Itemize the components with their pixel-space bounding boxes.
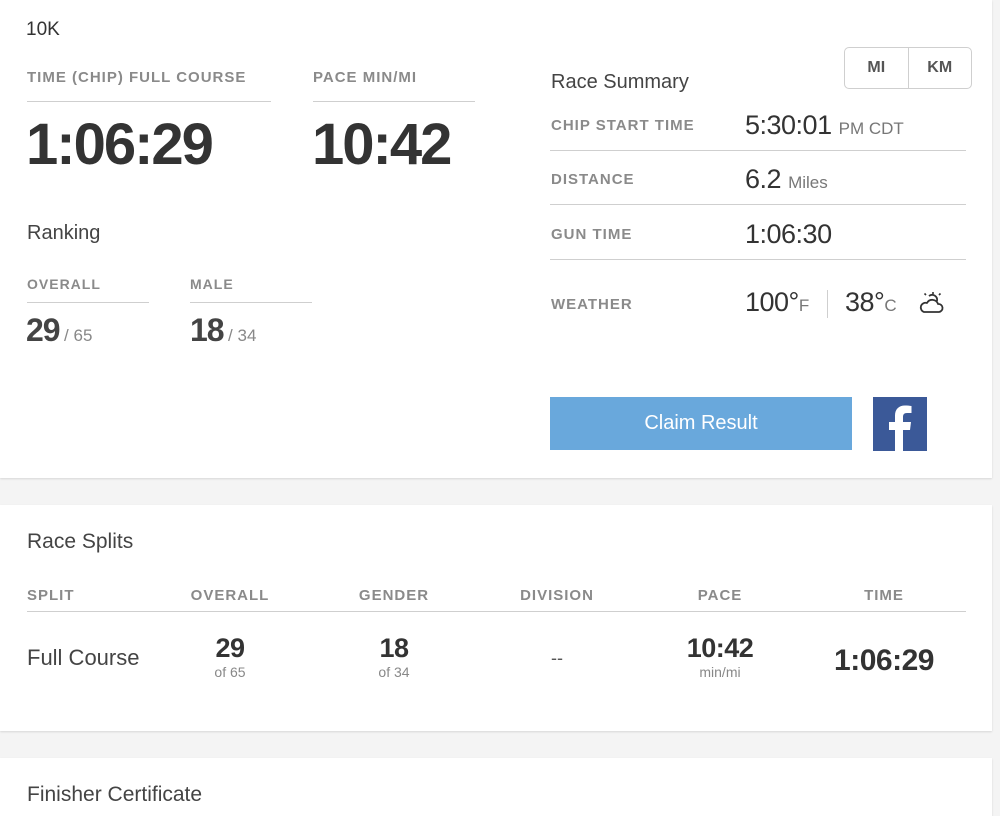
split-pace: 10:42 min/mi xyxy=(670,633,770,680)
chip-time-value: 1:06:29 xyxy=(26,112,214,177)
temp-celsius: 38° xyxy=(845,287,885,317)
split-pace-value: 10:42 xyxy=(686,633,754,663)
gun-time-value: 1:06:30 xyxy=(745,219,832,249)
gun-time-label: GUN TIME xyxy=(551,226,633,243)
distance-number: 6.2 xyxy=(745,164,782,194)
split-division: -- xyxy=(551,648,563,668)
temp-celsius-unit: C xyxy=(884,296,897,315)
divider xyxy=(190,302,312,303)
distance-value: 6.2 Miles xyxy=(745,164,828,195)
split-overall-rank: 29 xyxy=(215,633,245,663)
race-summary-title: Race Summary xyxy=(551,71,689,93)
claim-result-button[interactable]: Claim Result xyxy=(550,397,852,450)
male-rank-label: MALE xyxy=(190,276,234,292)
divider xyxy=(27,101,271,102)
pace-value: 10:42 xyxy=(312,112,452,177)
split-pace-unit: min/mi xyxy=(699,664,741,680)
split-overall-of: of 65 xyxy=(214,664,246,680)
chip-time-label: TIME (CHIP) FULL COURSE xyxy=(27,69,247,86)
col-division: DIVISION xyxy=(520,587,594,604)
chip-start-label: CHIP START TIME xyxy=(551,117,695,134)
unit-toggle: MI KM xyxy=(844,47,972,89)
temp-fahrenheit: 100° xyxy=(745,287,799,317)
facebook-icon xyxy=(889,405,912,451)
overall-rank-label: OVERALL xyxy=(27,276,101,292)
weather-divider xyxy=(827,290,828,318)
split-overall: 29 of 65 xyxy=(180,633,280,680)
male-rank-value: 18 xyxy=(190,312,225,348)
divider xyxy=(550,150,966,151)
unit-km-button[interactable]: KM xyxy=(907,48,972,88)
distance-unit: Miles xyxy=(788,173,828,192)
weather-label: WEATHER xyxy=(551,296,633,313)
unit-mi-button[interactable]: MI xyxy=(867,59,886,76)
weather-celsius: 38°C xyxy=(845,287,897,318)
finisher-certificate-card xyxy=(0,758,992,816)
race-splits-card xyxy=(0,505,992,731)
distance-label: DISTANCE xyxy=(551,171,635,188)
temp-fahrenheit-unit: F xyxy=(798,296,810,315)
finisher-certificate-title: Finisher Certificate xyxy=(27,783,203,806)
divider xyxy=(550,204,966,205)
chip-start-value: 5:30:01 PM CDT xyxy=(745,110,904,141)
divider xyxy=(27,611,966,612)
overall-rank: 29 / 65 xyxy=(26,312,92,349)
race-name: 10K xyxy=(26,19,60,40)
col-pace: PACE xyxy=(697,587,743,604)
divider xyxy=(313,101,475,102)
chip-start-suffix: PM CDT xyxy=(838,119,904,138)
divider xyxy=(27,302,149,303)
col-split: SPLIT xyxy=(27,587,75,604)
split-name: Full Course xyxy=(27,645,140,670)
overall-rank-total: / 65 xyxy=(64,326,93,345)
weather-value: 100°F xyxy=(745,287,809,318)
col-time: TIME xyxy=(864,587,904,604)
overall-rank-value: 29 xyxy=(26,312,61,348)
race-splits-title: Race Splits xyxy=(27,530,134,553)
split-gender-of: of 34 xyxy=(378,664,410,680)
ranking-title: Ranking xyxy=(27,222,101,244)
split-gender: 18 of 34 xyxy=(344,633,444,680)
facebook-share-button[interactable] xyxy=(873,397,927,451)
male-rank: 18 / 34 xyxy=(190,312,256,349)
col-gender: GENDER xyxy=(358,587,430,604)
col-overall: OVERALL xyxy=(190,587,270,604)
result-card: 10K TIME (CHIP) FULL COURSE 1:06:29 PACE… xyxy=(0,0,992,478)
pace-label: PACE MIN/MI xyxy=(313,69,418,86)
chip-start-time: 5:30:01 xyxy=(745,110,832,140)
male-rank-total: / 34 xyxy=(228,326,257,345)
partly-cloudy-icon xyxy=(918,292,946,321)
split-gender-rank: 18 xyxy=(379,633,409,663)
split-time: 1:06:29 xyxy=(834,644,934,677)
divider xyxy=(550,259,966,260)
